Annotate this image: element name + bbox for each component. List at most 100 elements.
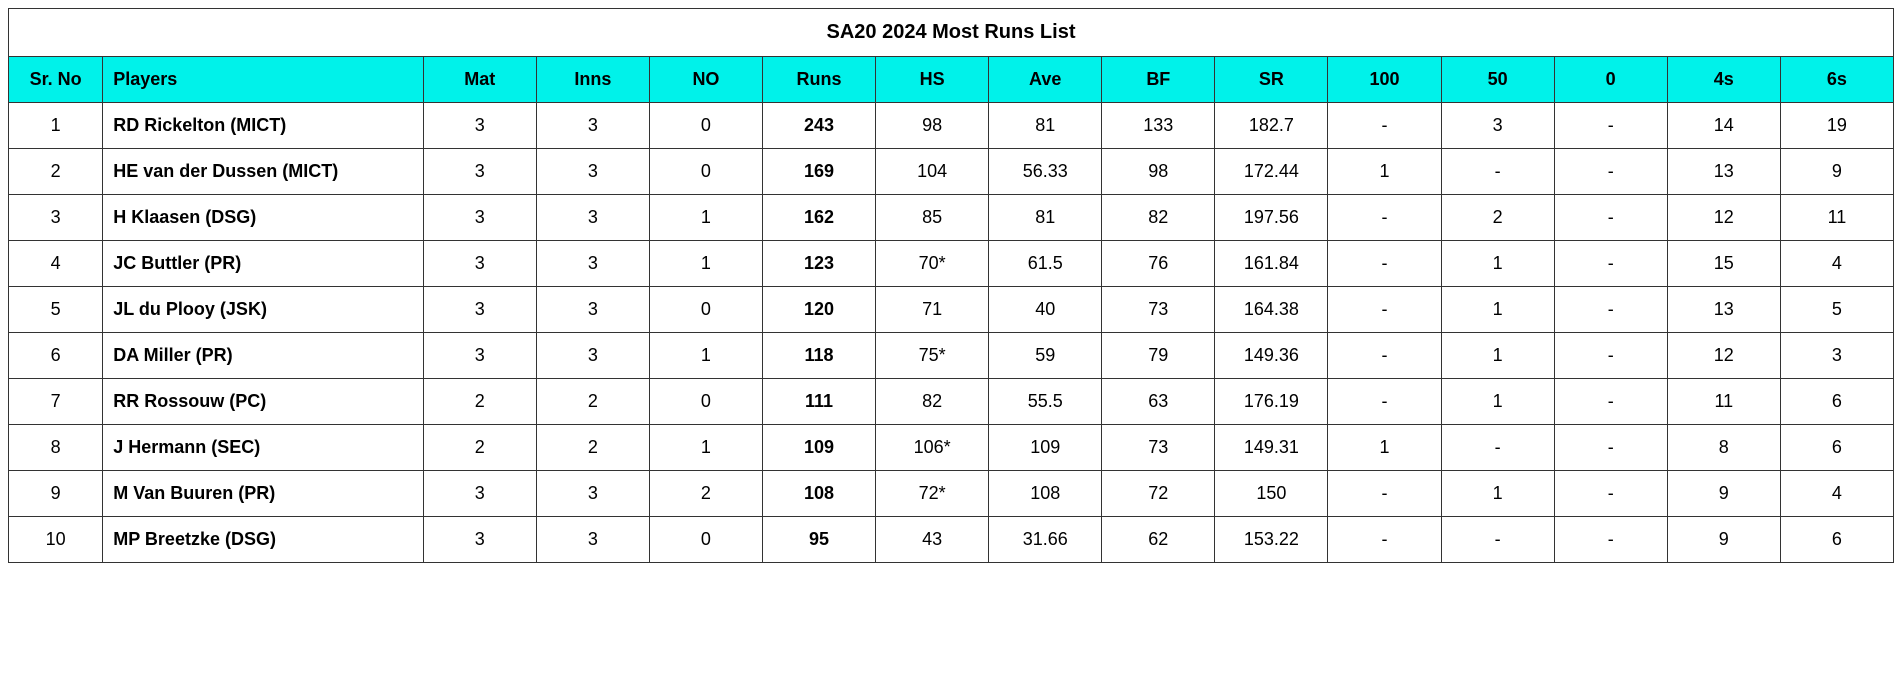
cell-hs: 72* <box>876 471 989 517</box>
cell-mat: 2 <box>423 379 536 425</box>
cell-inns: 3 <box>536 241 649 287</box>
cell-h100: - <box>1328 379 1441 425</box>
cell-fours: 13 <box>1667 287 1780 333</box>
cell-no: 0 <box>649 517 762 563</box>
table-row: 9M Van Buuren (PR)33210872*10872150-1-94 <box>9 471 1894 517</box>
cell-bf: 73 <box>1102 425 1215 471</box>
column-header-ducks: 0 <box>1554 57 1667 103</box>
cell-no: 2 <box>649 471 762 517</box>
cell-inns: 2 <box>536 425 649 471</box>
cell-runs: 123 <box>762 241 875 287</box>
cell-fours: 8 <box>1667 425 1780 471</box>
cell-runs: 118 <box>762 333 875 379</box>
cell-sr_rate: 182.7 <box>1215 103 1328 149</box>
cell-no: 0 <box>649 103 762 149</box>
cell-fours: 9 <box>1667 471 1780 517</box>
cell-hs: 104 <box>876 149 989 195</box>
column-header-bf: BF <box>1102 57 1215 103</box>
cell-sixes: 6 <box>1780 379 1893 425</box>
cell-no: 1 <box>649 333 762 379</box>
table-row: 2HE van der Dussen (MICT)33016910456.339… <box>9 149 1894 195</box>
column-header-h100: 100 <box>1328 57 1441 103</box>
cell-sixes: 3 <box>1780 333 1893 379</box>
cell-ducks: - <box>1554 333 1667 379</box>
cell-sixes: 19 <box>1780 103 1893 149</box>
cell-ducks: - <box>1554 103 1667 149</box>
cell-h100: - <box>1328 517 1441 563</box>
cell-inns: 3 <box>536 103 649 149</box>
cell-runs: 243 <box>762 103 875 149</box>
cell-ave: 61.5 <box>989 241 1102 287</box>
cell-inns: 3 <box>536 149 649 195</box>
cell-sr_rate: 150 <box>1215 471 1328 517</box>
cell-fours: 12 <box>1667 195 1780 241</box>
cell-bf: 98 <box>1102 149 1215 195</box>
cell-no: 0 <box>649 287 762 333</box>
cell-bf: 62 <box>1102 517 1215 563</box>
column-header-sixes: 6s <box>1780 57 1893 103</box>
cell-player: MP Breetzke (DSG) <box>103 517 423 563</box>
cell-h100: 1 <box>1328 149 1441 195</box>
cell-player: DA Miller (PR) <box>103 333 423 379</box>
column-header-mat: Mat <box>423 57 536 103</box>
column-header-runs: Runs <box>762 57 875 103</box>
cell-sixes: 4 <box>1780 471 1893 517</box>
cell-bf: 72 <box>1102 471 1215 517</box>
cell-h50: 1 <box>1441 471 1554 517</box>
cell-bf: 63 <box>1102 379 1215 425</box>
cell-ducks: - <box>1554 425 1667 471</box>
cell-ducks: - <box>1554 471 1667 517</box>
cell-sixes: 4 <box>1780 241 1893 287</box>
cell-hs: 71 <box>876 287 989 333</box>
cell-player: H Klaasen (DSG) <box>103 195 423 241</box>
cell-hs: 85 <box>876 195 989 241</box>
cell-h100: 1 <box>1328 425 1441 471</box>
cell-ducks: - <box>1554 241 1667 287</box>
cell-mat: 3 <box>423 195 536 241</box>
cell-mat: 3 <box>423 241 536 287</box>
column-header-h50: 50 <box>1441 57 1554 103</box>
cell-no: 1 <box>649 241 762 287</box>
cell-bf: 73 <box>1102 287 1215 333</box>
cell-no: 0 <box>649 379 762 425</box>
cell-mat: 3 <box>423 103 536 149</box>
cell-sr: 10 <box>9 517 103 563</box>
column-header-hs: HS <box>876 57 989 103</box>
cell-ave: 81 <box>989 195 1102 241</box>
cell-hs: 75* <box>876 333 989 379</box>
cell-hs: 70* <box>876 241 989 287</box>
cell-sr_rate: 153.22 <box>1215 517 1328 563</box>
cell-h50: 1 <box>1441 287 1554 333</box>
cell-sr: 7 <box>9 379 103 425</box>
column-header-fours: 4s <box>1667 57 1780 103</box>
cell-sr: 1 <box>9 103 103 149</box>
cell-bf: 79 <box>1102 333 1215 379</box>
column-header-ave: Ave <box>989 57 1102 103</box>
cell-hs: 43 <box>876 517 989 563</box>
cell-mat: 3 <box>423 287 536 333</box>
cell-ave: 81 <box>989 103 1102 149</box>
cell-ave: 56.33 <box>989 149 1102 195</box>
cell-sr: 2 <box>9 149 103 195</box>
cell-runs: 108 <box>762 471 875 517</box>
cell-inns: 3 <box>536 287 649 333</box>
cell-sixes: 6 <box>1780 425 1893 471</box>
cell-sr: 5 <box>9 287 103 333</box>
cell-inns: 2 <box>536 379 649 425</box>
cell-h50: 1 <box>1441 241 1554 287</box>
table-row: 5JL du Plooy (JSK)330120714073164.38-1-1… <box>9 287 1894 333</box>
cell-ave: 31.66 <box>989 517 1102 563</box>
cell-inns: 3 <box>536 333 649 379</box>
cell-sixes: 11 <box>1780 195 1893 241</box>
cell-ave: 55.5 <box>989 379 1102 425</box>
cell-fours: 13 <box>1667 149 1780 195</box>
cell-h100: - <box>1328 241 1441 287</box>
cell-runs: 169 <box>762 149 875 195</box>
table-title: SA20 2024 Most Runs List <box>9 9 1894 57</box>
cell-sr_rate: 176.19 <box>1215 379 1328 425</box>
cell-fours: 11 <box>1667 379 1780 425</box>
table-row: 1RD Rickelton (MICT)3302439881133182.7-3… <box>9 103 1894 149</box>
cell-ave: 40 <box>989 287 1102 333</box>
cell-bf: 76 <box>1102 241 1215 287</box>
cell-h100: - <box>1328 333 1441 379</box>
